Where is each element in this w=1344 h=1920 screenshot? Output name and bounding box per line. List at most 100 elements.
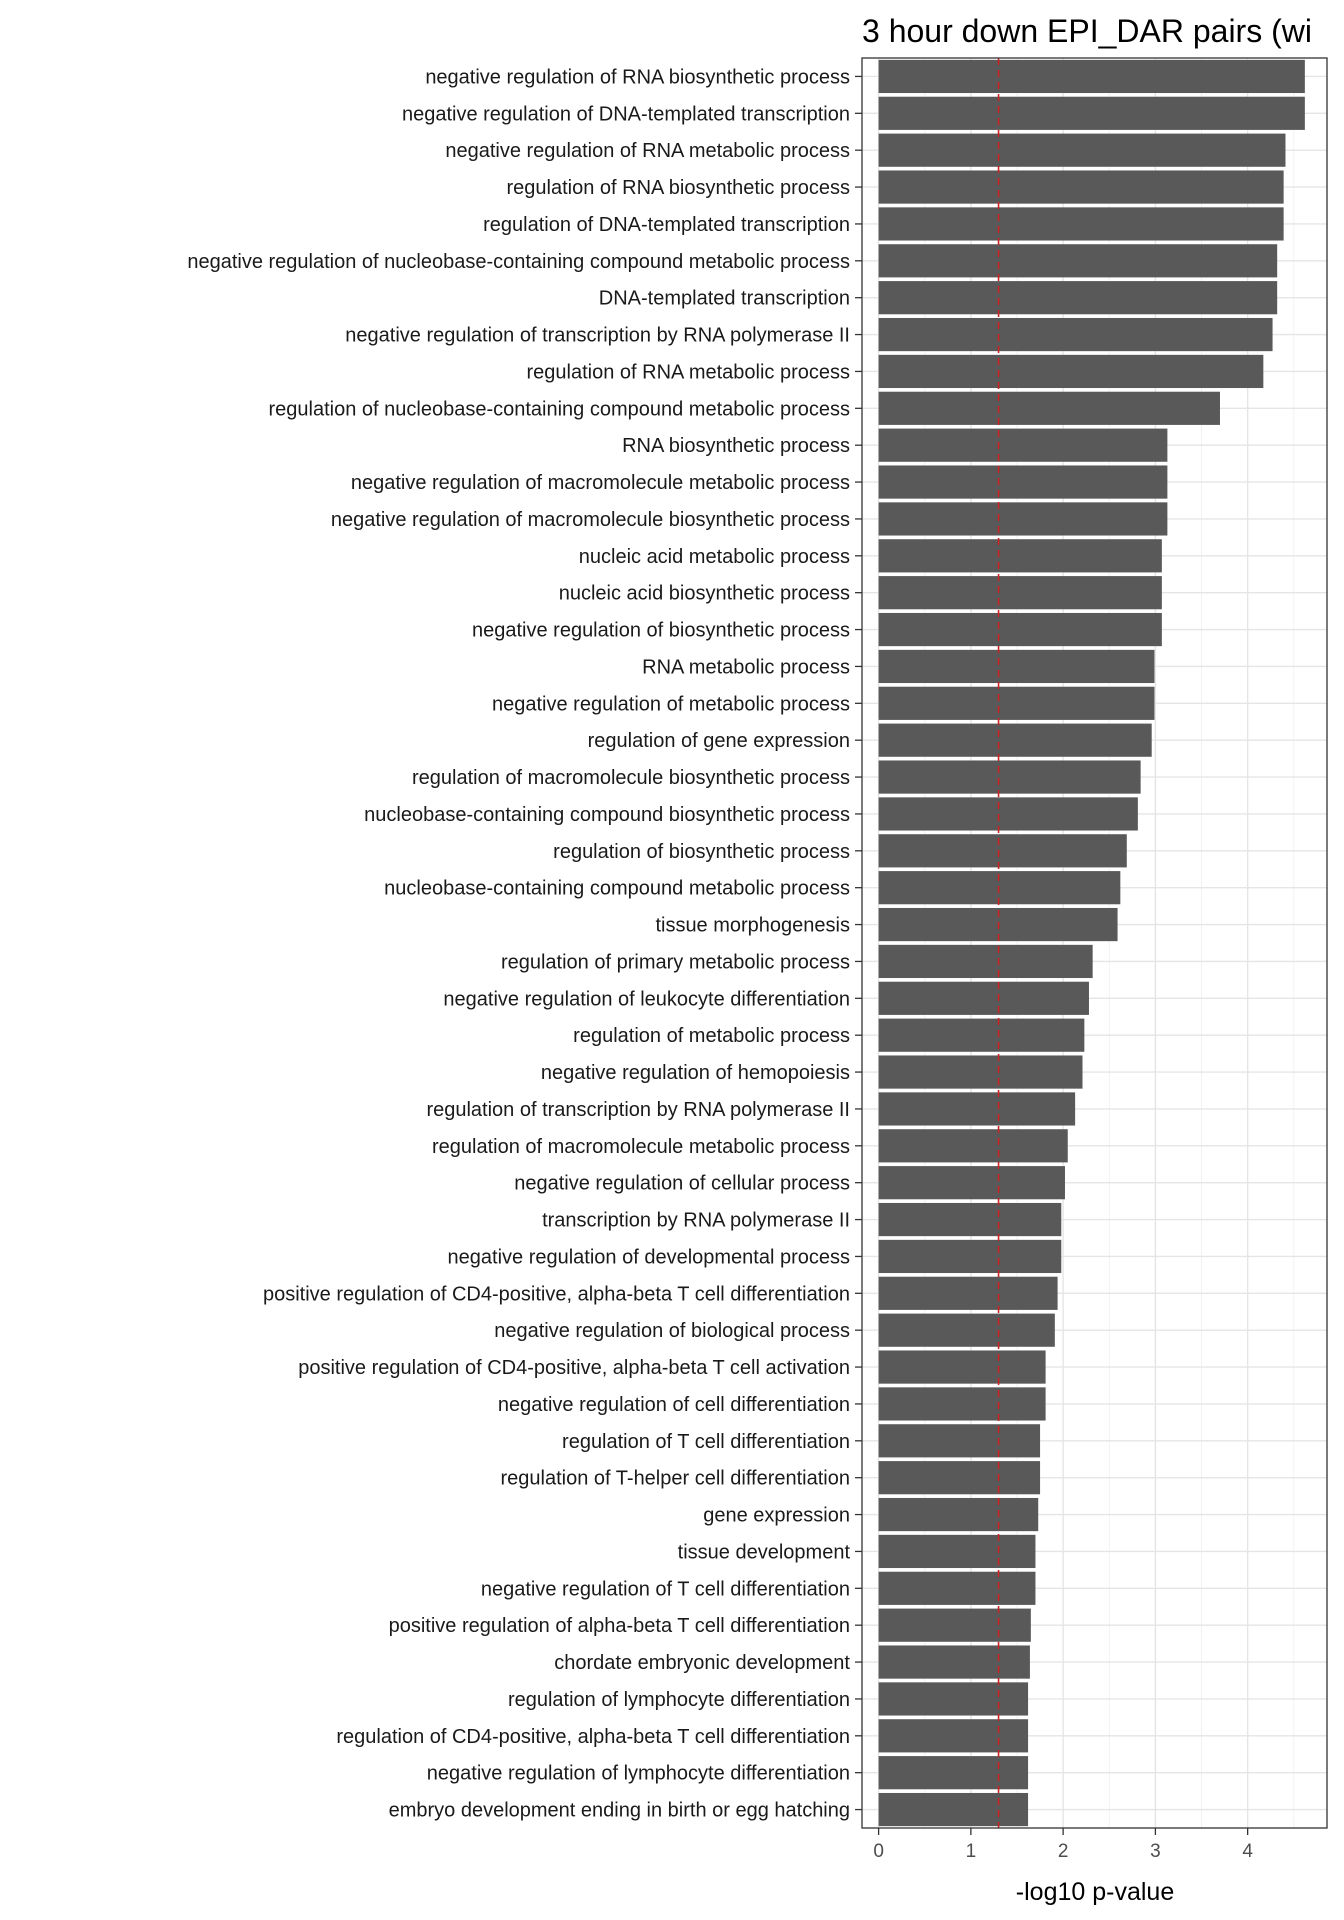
bar <box>878 1608 1031 1642</box>
bar <box>878 871 1121 905</box>
x-tick-label: 4 <box>1242 1841 1253 1862</box>
category-label: regulation of macromolecule metabolic pr… <box>432 1136 850 1158</box>
category-label: positive regulation of CD4-positive, alp… <box>263 1283 850 1305</box>
category-label: negative regulation of macromolecule bio… <box>331 509 850 531</box>
category-labels: negative regulation of RNA biosynthetic … <box>187 66 862 1822</box>
category-label: regulation of lymphocyte differentiation <box>508 1689 850 1711</box>
bar <box>878 59 1305 94</box>
category-label: negative regulation of cell differentiat… <box>498 1394 850 1416</box>
category-label: regulation of macromolecule biosynthetic… <box>412 767 850 789</box>
category-label: negative regulation of lymphocyte differ… <box>427 1763 850 1785</box>
bar <box>878 1461 1041 1495</box>
bar <box>878 1239 1062 1274</box>
bar <box>878 649 1155 684</box>
category-label: negative regulation of hemopoiesis <box>541 1062 850 1084</box>
category-label: negative regulation of biological proces… <box>494 1320 850 1342</box>
bar <box>878 1534 1036 1569</box>
category-label: regulation of RNA biosynthetic process <box>506 177 850 199</box>
category-label: regulation of DNA-templated transcriptio… <box>483 214 850 236</box>
category-label: regulation of primary metabolic process <box>501 951 850 973</box>
category-label: regulation of metabolic process <box>573 1025 850 1047</box>
category-label: negative regulation of leukocyte differe… <box>443 988 850 1010</box>
category-label: regulation of CD4-positive, alpha-beta T… <box>336 1726 850 1748</box>
category-label: RNA biosynthetic process <box>622 435 850 457</box>
category-label: regulation of T cell differentiation <box>562 1431 850 1453</box>
bar <box>878 1756 1029 1790</box>
category-label: embryo development ending in birth or eg… <box>389 1800 850 1822</box>
bar <box>878 539 1162 573</box>
category-label: gene expression <box>703 1505 850 1527</box>
bar <box>878 244 1278 278</box>
category-label: negative regulation of metabolic process <box>492 693 850 715</box>
category-label: transcription by RNA polymerase II <box>542 1210 850 1232</box>
bar <box>878 1202 1062 1237</box>
bar <box>878 760 1141 794</box>
bar <box>878 1018 1085 1052</box>
category-label: chordate embryonic development <box>554 1652 850 1674</box>
bar <box>878 1129 1068 1163</box>
bar <box>878 1719 1029 1753</box>
category-label: regulation of biosynthetic process <box>553 841 850 863</box>
bar <box>878 354 1264 389</box>
chart-title: 3 hour down EPI_DAR pairs (wi <box>862 13 1312 49</box>
category-label: negative regulation of RNA metabolic pro… <box>445 140 850 162</box>
bar <box>878 1387 1046 1421</box>
bar <box>878 1166 1065 1200</box>
category-label: negative regulation of biosynthetic proc… <box>472 620 850 642</box>
category-label: nucleic acid metabolic process <box>579 546 850 568</box>
bar <box>878 1276 1058 1310</box>
bar <box>878 1350 1046 1384</box>
bar <box>878 502 1168 536</box>
bars <box>878 59 1305 1827</box>
bar <box>878 797 1138 831</box>
bar <box>878 428 1168 462</box>
plot-panel <box>862 58 1327 1828</box>
category-label: regulation of transcription by RNA polym… <box>426 1099 850 1121</box>
bar <box>878 1313 1055 1347</box>
plot-panel-border <box>861 57 1328 1829</box>
category-label: negative regulation of nucleobase-contai… <box>187 251 850 273</box>
category-label: nucleobase-containing compound biosynthe… <box>364 804 850 826</box>
x-axis-title: -log10 p-value <box>1016 1878 1174 1906</box>
category-label: regulation of T-helper cell differentiat… <box>501 1468 850 1490</box>
bar <box>878 1571 1036 1605</box>
category-label: regulation of nucleobase-containing comp… <box>269 398 850 420</box>
bar <box>878 170 1284 204</box>
category-label: positive regulation of CD4-positive, alp… <box>298 1357 850 1379</box>
bar <box>878 96 1305 130</box>
bar <box>878 981 1089 1015</box>
bar <box>878 1645 1030 1679</box>
bar <box>878 133 1286 167</box>
bar <box>878 1055 1083 1089</box>
bar <box>878 1497 1039 1532</box>
bar <box>878 686 1155 720</box>
category-label: negative regulation of DNA-templated tra… <box>402 103 850 125</box>
x-tick-label: 0 <box>873 1841 884 1862</box>
x-tick-label: 1 <box>966 1841 977 1862</box>
category-label: negative regulation of macromolecule met… <box>351 472 850 494</box>
category-label: DNA-templated transcription <box>599 288 850 310</box>
category-label: nucleobase-containing compound metabolic… <box>384 878 850 900</box>
category-label: RNA metabolic process <box>642 656 850 678</box>
bar <box>878 317 1273 352</box>
category-label: regulation of RNA metabolic process <box>527 361 851 383</box>
bar <box>878 1682 1029 1716</box>
category-label: tissue morphogenesis <box>655 915 850 937</box>
category-label: positive regulation of alpha-beta T cell… <box>389 1615 850 1637</box>
category-label: negative regulation of RNA biosynthetic … <box>425 66 850 88</box>
category-label: regulation of gene expression <box>588 730 850 752</box>
category-label: negative regulation of T cell differenti… <box>481 1578 850 1600</box>
category-label: nucleic acid biosynthetic process <box>559 583 850 605</box>
category-label: negative regulation of cellular process <box>514 1173 850 1195</box>
bar <box>878 207 1284 241</box>
bar <box>878 1792 1029 1827</box>
category-label: negative regulation of transcription by … <box>345 325 850 347</box>
bar <box>878 834 1127 868</box>
bar <box>878 1424 1041 1458</box>
bar <box>878 723 1152 757</box>
bar <box>878 281 1278 315</box>
bar <box>878 612 1162 647</box>
category-label: negative regulation of developmental pro… <box>448 1246 850 1268</box>
x-axis-ticks: 0 1 2 3 4 <box>873 1828 1253 1862</box>
